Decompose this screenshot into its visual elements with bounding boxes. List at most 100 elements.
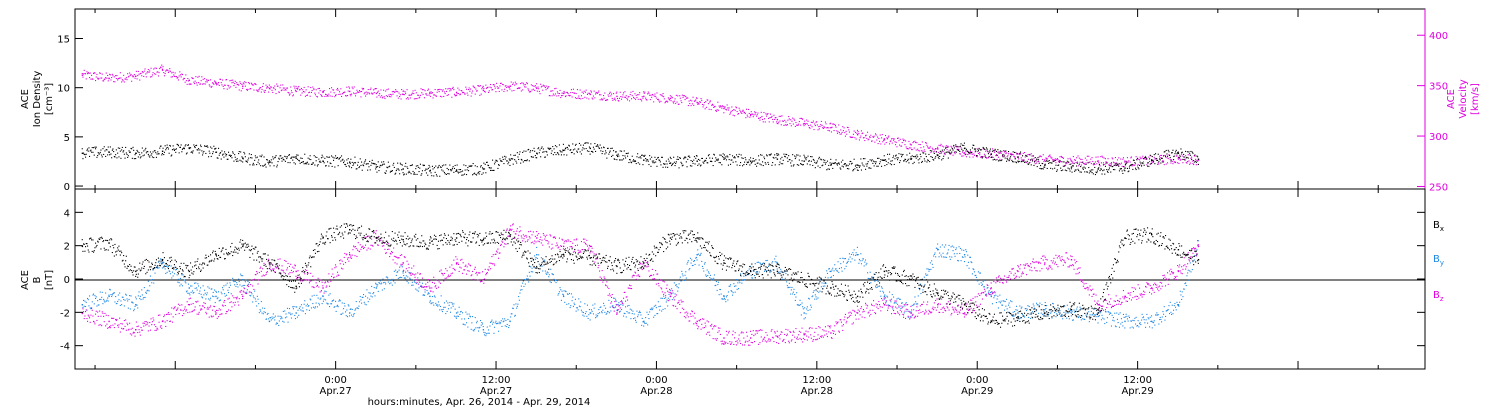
data-point (1164, 151, 1166, 153)
data-point (674, 293, 676, 295)
data-point (621, 98, 623, 100)
data-point (796, 124, 798, 126)
data-point (742, 279, 744, 281)
data-point (781, 156, 783, 158)
data-point (633, 97, 635, 99)
data-point (341, 93, 343, 95)
data-point (398, 169, 400, 171)
data-point (948, 150, 950, 152)
data-point (981, 157, 983, 159)
data-point (705, 160, 707, 162)
data-point (492, 169, 494, 171)
data-point (308, 158, 310, 160)
data-point (246, 89, 248, 91)
data-point (166, 69, 168, 71)
data-point (170, 155, 172, 157)
data-point (112, 75, 114, 77)
data-point (543, 85, 545, 87)
data-point (510, 81, 512, 83)
data-point (552, 90, 554, 92)
data-point (348, 165, 350, 167)
data-point (450, 307, 452, 309)
data-point (177, 79, 179, 81)
data-point (373, 92, 375, 94)
data-point (867, 131, 869, 133)
data-point (226, 294, 228, 296)
data-point (505, 85, 507, 87)
data-point (892, 157, 894, 159)
data-point (805, 313, 807, 315)
data-point (842, 159, 844, 161)
data-point (996, 298, 998, 300)
data-point (592, 304, 594, 306)
data-point (718, 162, 720, 164)
data-point (258, 312, 260, 314)
data-point (306, 94, 308, 96)
data-point (1037, 304, 1039, 306)
data-point (463, 164, 465, 166)
data-point (1113, 162, 1115, 164)
data-point (1008, 153, 1010, 155)
data-point (549, 95, 551, 97)
data-point (290, 157, 292, 159)
data-point (614, 158, 616, 160)
data-point (143, 154, 145, 156)
data-point (160, 145, 162, 147)
data-point (200, 293, 202, 295)
data-point (210, 79, 212, 81)
data-point (1066, 162, 1068, 164)
data-point (769, 271, 771, 273)
data-point (435, 174, 437, 176)
data-point (419, 96, 421, 98)
data-point (958, 146, 960, 148)
data-point (864, 158, 866, 160)
data-point (308, 92, 310, 94)
data-point (330, 303, 332, 305)
data-point (256, 90, 258, 92)
data-point (797, 304, 799, 306)
data-point-anchor (215, 82, 217, 84)
data-point (808, 160, 810, 162)
data-point (572, 88, 574, 90)
data-point (912, 142, 914, 144)
data-point (377, 161, 379, 163)
data-point (921, 161, 923, 163)
data-point (1149, 160, 1151, 162)
data-point (703, 263, 705, 265)
data-point (192, 150, 194, 152)
data-point (701, 103, 703, 105)
data-point (206, 294, 208, 296)
data-point (845, 130, 847, 132)
data-point-anchor (669, 162, 672, 164)
data-point (748, 268, 750, 270)
data-point (621, 96, 623, 98)
data-point (457, 311, 459, 313)
data-point (151, 282, 153, 284)
data-point (885, 135, 887, 137)
data-point (1062, 157, 1064, 159)
data-point (1173, 155, 1175, 157)
data-point (530, 150, 532, 152)
data-point (909, 143, 911, 145)
data-point (637, 98, 639, 100)
data-point (413, 98, 415, 100)
data-point (521, 289, 523, 291)
data-point (659, 159, 661, 161)
top-left-ylabel: ACE Ion Density [cm⁻³] (20, 71, 55, 128)
data-point (414, 89, 416, 91)
data-point (945, 244, 947, 246)
data-point (1058, 160, 1060, 162)
data-point (756, 162, 758, 164)
data-point (373, 163, 375, 165)
data-point (588, 98, 590, 100)
data-point (905, 302, 907, 304)
data-point (477, 172, 479, 174)
data-point (102, 80, 104, 82)
data-point (120, 157, 122, 159)
data-point (1018, 315, 1020, 317)
data-point (108, 294, 110, 296)
data-point (301, 157, 303, 159)
data-point (83, 299, 85, 301)
data-point (170, 76, 172, 78)
